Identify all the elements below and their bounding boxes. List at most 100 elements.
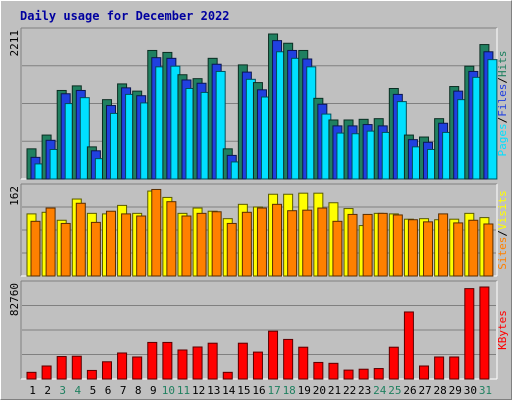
bar-kbytes-day-27 xyxy=(419,365,430,380)
x-tick-label-day-27: 27 xyxy=(418,384,431,397)
x-tick-label-day-16: 16 xyxy=(252,384,265,397)
side-legend-part: Hits xyxy=(496,51,509,78)
bar-pages-day-4 xyxy=(79,97,90,180)
x-tick-label-day-3: 3 xyxy=(59,384,66,397)
x-tick-label-day-12: 12 xyxy=(192,384,205,397)
x-tick-label-day-6: 6 xyxy=(105,384,112,397)
bar-sites-day-18 xyxy=(287,210,298,277)
bar-sites-day-15 xyxy=(241,211,252,277)
bar-sites-day-19 xyxy=(302,209,313,277)
x-tick-label-day-23: 23 xyxy=(358,384,371,397)
side-legend-hits-files-pages: Pages/Files/Hits xyxy=(496,51,509,157)
bar-kbytes-day-31 xyxy=(479,286,490,380)
bar-sites-day-29 xyxy=(453,222,464,277)
panel-kbytes: 82760 KBytes xyxy=(8,280,509,380)
x-tick-label-day-20: 20 xyxy=(313,384,326,397)
bar-kbytes-day-6 xyxy=(101,361,112,380)
bar-sites-day-31 xyxy=(483,223,494,277)
side-legend-part: Files xyxy=(496,84,509,117)
bar-pages-day-13 xyxy=(215,70,226,180)
bar-sites-day-20 xyxy=(317,207,328,277)
bar-kbytes-day-8 xyxy=(132,356,143,380)
bar-kbytes-day-2 xyxy=(41,365,52,380)
bar-kbytes-day-19 xyxy=(298,346,309,380)
bar-kbytes-day-12 xyxy=(192,346,203,380)
x-tick-label-day-11: 11 xyxy=(177,384,190,397)
bar-sites-day-28 xyxy=(438,213,449,277)
x-tick-label-day-4: 4 xyxy=(75,384,82,397)
x-tick-label-day-22: 22 xyxy=(343,384,356,397)
bar-kbytes-day-23 xyxy=(358,368,369,380)
bar-sites-day-5 xyxy=(90,221,101,277)
side-legend-kbytes: KBytes xyxy=(496,310,509,350)
y-max-label: 162 xyxy=(8,186,21,206)
bar-kbytes-day-17 xyxy=(268,330,279,380)
bar-sites-day-7 xyxy=(121,213,132,277)
bar-sites-day-9 xyxy=(151,188,162,277)
bar-kbytes-day-29 xyxy=(449,356,460,380)
x-tick-label-day-26: 26 xyxy=(403,384,416,397)
bar-sites-day-22 xyxy=(347,213,358,277)
bar-sites-day-2 xyxy=(45,207,56,277)
x-tick-label-day-28: 28 xyxy=(434,384,447,397)
bar-sites-day-8 xyxy=(136,215,147,277)
x-tick-label-day-29: 29 xyxy=(449,384,462,397)
y-max-label: 82760 xyxy=(8,283,21,316)
chart-title: Daily usage for December 2022 xyxy=(20,9,230,23)
x-tick-label-day-17: 17 xyxy=(267,384,280,397)
x-tick-label-day-7: 7 xyxy=(120,384,127,397)
x-tick-label-day-31: 31 xyxy=(479,384,492,397)
side-legend-visits-sites: Sites/Visits xyxy=(496,190,509,270)
bar-kbytes-day-5 xyxy=(86,369,97,380)
bar-pages-day-31 xyxy=(487,59,498,180)
bar-sites-day-17 xyxy=(272,203,283,277)
bar-kbytes-day-7 xyxy=(117,352,128,380)
side-legend-part: KBytes xyxy=(496,310,509,350)
x-tick-label-day-5: 5 xyxy=(90,384,97,397)
x-tick-label-day-21: 21 xyxy=(328,384,341,397)
bar-kbytes-day-3 xyxy=(56,356,67,380)
bar-sites-day-16 xyxy=(256,207,267,277)
bar-sites-day-1 xyxy=(30,220,41,277)
x-tick-label-day-19: 19 xyxy=(298,384,311,397)
bar-kbytes-day-15 xyxy=(237,342,248,380)
y-max-label: 2211 xyxy=(8,30,21,57)
x-tick-label-day-24: 24 xyxy=(373,384,387,397)
bar-kbytes-day-25 xyxy=(388,346,399,380)
x-tick-label-day-10: 10 xyxy=(162,384,175,397)
x-tick-label-day-13: 13 xyxy=(207,384,220,397)
side-legend-part: Pages xyxy=(496,123,509,156)
x-tick-label-day-1: 1 xyxy=(29,384,36,397)
bar-kbytes-day-11 xyxy=(177,349,188,380)
bar-sites-day-14 xyxy=(226,222,237,277)
x-tick-label-day-30: 30 xyxy=(464,384,477,397)
bar-kbytes-day-30 xyxy=(464,288,475,380)
bar-sites-day-3 xyxy=(60,222,71,277)
side-legend-part: Sites xyxy=(496,237,509,270)
bar-sites-day-30 xyxy=(468,219,479,277)
bar-kbytes-day-4 xyxy=(71,355,82,380)
bar-kbytes-day-20 xyxy=(313,361,324,380)
bar-sites-day-4 xyxy=(75,202,86,277)
x-tick-label-day-25: 25 xyxy=(388,384,401,397)
bar-kbytes-day-10 xyxy=(162,341,173,380)
x-tick-label-day-14: 14 xyxy=(222,384,236,397)
side-legend-part: / xyxy=(496,117,509,124)
bar-kbytes-day-28 xyxy=(434,356,445,380)
x-tick-label-day-8: 8 xyxy=(135,384,142,397)
bar-kbytes-day-16 xyxy=(252,351,263,380)
bar-kbytes-day-24 xyxy=(373,368,384,380)
bar-kbytes-day-22 xyxy=(343,369,354,380)
bar-sites-day-24 xyxy=(377,212,388,277)
x-axis-day-labels: 1 2 3 4 5 6 7 8 9 10 11 12 13 14 15 16 17 18 19 20 21 22 23 24 2… xyxy=(29,384,492,397)
bar-kbytes-day-26 xyxy=(403,311,414,380)
bar-sites-day-13 xyxy=(211,211,222,277)
bar-sites-day-6 xyxy=(105,210,116,277)
bar-sites-day-25 xyxy=(392,214,403,277)
chart-panels: 2211Pages/Files/Hits162Sites/Visits82760… xyxy=(8,27,509,380)
bar-kbytes-day-1 xyxy=(26,371,37,380)
x-tick-label-day-15: 15 xyxy=(237,384,250,397)
bar-kbytes-day-14 xyxy=(222,371,233,380)
